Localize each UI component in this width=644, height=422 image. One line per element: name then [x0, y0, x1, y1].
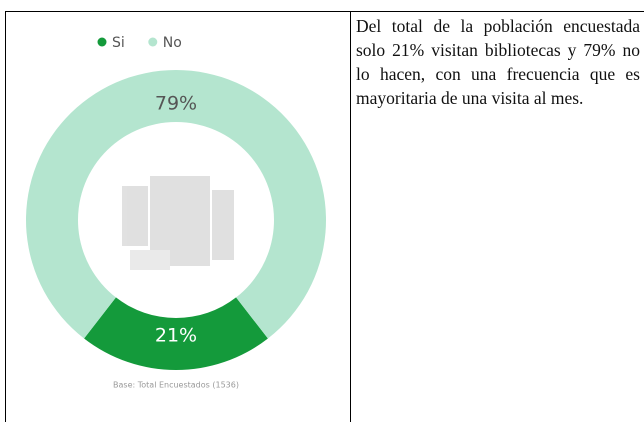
table-cell: [351, 11, 644, 422]
legend-label: No: [163, 35, 182, 51]
data-label: 79%: [155, 93, 197, 115]
chart: Base: Total Encuestados (1536) Si No 21% 79…: [26, 35, 327, 390]
page: Base: Total Encuestados (1536) Si No 21% 79…: [5, 11, 644, 422]
donut-segment: [26, 70, 327, 339]
paragraph: Del total de la población encuestada sol…: [356, 16, 640, 108]
table-cell: [5, 11, 351, 422]
building-illustration: [122, 176, 234, 270]
legend-marker: [97, 37, 107, 47]
caption: Base: Total Encuestados (1536): [113, 381, 239, 390]
donut-segment: [84, 297, 268, 371]
legend-label: Si: [112, 35, 125, 51]
data-label: 21%: [155, 325, 197, 347]
legend-marker: [148, 37, 158, 47]
